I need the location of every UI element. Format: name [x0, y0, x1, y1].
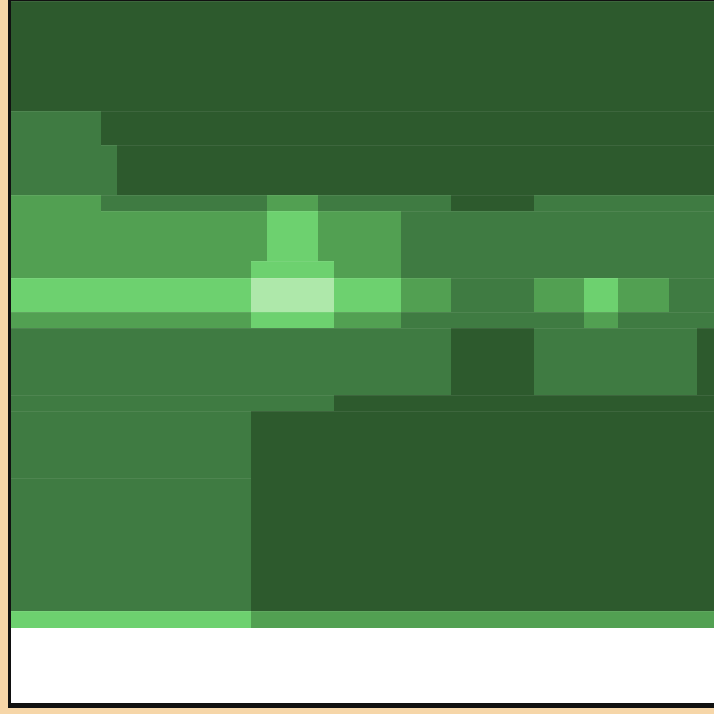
- terrain-tile-mid: [11, 195, 101, 278]
- terrain-tile-edge: [251, 211, 267, 212]
- terrain-tile-darkest: [117, 145, 714, 195]
- terrain-tile-edge: [318, 211, 401, 212]
- terrain-tile-edge: [584, 278, 618, 279]
- terrain-tile-light: [334, 278, 401, 312]
- terrain-tile-edge: [101, 145, 117, 146]
- terrain-tile-dark: [318, 195, 451, 211]
- terrain-tile-dark: [534, 328, 697, 395]
- terrain-tile-darkest: [101, 111, 714, 145]
- terrain-tile-dark: [101, 195, 267, 211]
- terrain-tile-edge: [11, 111, 101, 112]
- terrain-tile-empty: [11, 628, 714, 703]
- terrain-tile-dark: [11, 478, 251, 611]
- terrain-tile-edge: [451, 278, 534, 279]
- terrain-tile-dark: [11, 395, 334, 411]
- terrain-tile-edge: [11, 395, 334, 396]
- terrain-tile-edge: [618, 278, 669, 279]
- terrain-tile-dark: [451, 278, 534, 312]
- terrain-tile-dark: [11, 111, 101, 195]
- terrain-tile-edge: [534, 195, 714, 196]
- terrain-tile-mid: [534, 278, 584, 312]
- terrain-tile-light: [584, 278, 618, 312]
- terrain-tile-dark: [101, 145, 117, 195]
- terrain-tile-edge: [697, 328, 714, 329]
- terrain-tile-mid: [584, 312, 618, 328]
- terrain-tile-edge: [451, 195, 534, 196]
- terrain-tile-edge: [534, 312, 584, 313]
- terrain-tile-light: [11, 611, 251, 628]
- terrain-tile-darkest: [451, 195, 534, 211]
- terrain-tile-dark: [451, 312, 534, 328]
- terrain-tile-edge: [267, 195, 318, 196]
- terrain-tile-edge: [11, 328, 451, 329]
- terrain-tile-darkest: [334, 395, 714, 411]
- terrain-tile-dark: [11, 411, 251, 478]
- terrain-tile-edge: [11, 411, 251, 412]
- terrain-tile-highlight: [251, 278, 334, 312]
- terrain-tile-mid: [267, 195, 318, 211]
- terrain-tile-mid: [11, 312, 251, 328]
- terrain-tile-dark: [618, 312, 714, 328]
- terrain-tile-mid: [251, 611, 714, 628]
- terrain-tile-darkest: [451, 328, 534, 395]
- terrain-tile-edge: [451, 312, 534, 313]
- terrain-tile-edge: [584, 312, 618, 313]
- terrain-tile-edge: [334, 278, 401, 279]
- terrain-tile-edge: [318, 195, 451, 196]
- terrain-tile-dark: [669, 278, 714, 312]
- terrain-tile-edge: [11, 611, 251, 612]
- terrain-tile-light: [251, 261, 334, 278]
- terrain-tile-dark: [401, 211, 714, 278]
- terrain-tile-edge: [101, 195, 267, 196]
- terrain-tile-edge: [334, 312, 401, 313]
- terrain-tile-edge: [11, 278, 251, 279]
- terrain-map: [11, 1, 714, 703]
- terrain-tile-darkest: [697, 328, 714, 395]
- terrain-tile-edge: [618, 312, 714, 313]
- terrain-tile-mid: [101, 211, 251, 278]
- terrain-tile-edge: [401, 312, 451, 313]
- terrain-tile-edge: [117, 145, 714, 146]
- terrain-tile-dark: [401, 312, 451, 328]
- terrain-tile-edge: [11, 195, 101, 196]
- terrain-tile-edge: [251, 611, 714, 612]
- terrain-tile-edge: [334, 395, 714, 396]
- game-viewport[interactable]: [8, 0, 714, 708]
- terrain-tile-edge: [401, 211, 714, 212]
- terrain-tile-mid: [334, 312, 401, 328]
- terrain-tile-light: [251, 312, 334, 328]
- terrain-tile-mid: [251, 211, 267, 261]
- terrain-tile-mid: [618, 278, 669, 312]
- terrain-tile-edge: [251, 278, 334, 279]
- terrain-tile-edge: [267, 211, 334, 212]
- terrain-tile-dark: [534, 195, 714, 211]
- terrain-tile-edge: [251, 411, 714, 412]
- terrain-tile-light: [11, 278, 251, 312]
- terrain-tile-edge: [11, 1, 714, 2]
- terrain-tile-edge: [11, 478, 251, 479]
- terrain-tile-darkest: [251, 411, 714, 611]
- terrain-tile-edge: [451, 328, 534, 329]
- terrain-tile-edge: [534, 278, 584, 279]
- terrain-tile-edge: [534, 328, 697, 329]
- terrain-tile-edge: [251, 261, 334, 262]
- terrain-tile-edge: [11, 312, 251, 313]
- terrain-tile-edge: [401, 278, 451, 279]
- terrain-tile-edge: [101, 211, 251, 212]
- terrain-tile-darkest: [11, 1, 714, 111]
- terrain-tile-edge: [669, 278, 714, 279]
- terrain-tile-dark: [11, 328, 451, 395]
- terrain-tile-mid: [401, 278, 451, 312]
- terrain-tile-edge: [251, 312, 334, 313]
- terrain-tile-dark: [534, 312, 584, 328]
- terrain-tile-edge: [101, 111, 714, 112]
